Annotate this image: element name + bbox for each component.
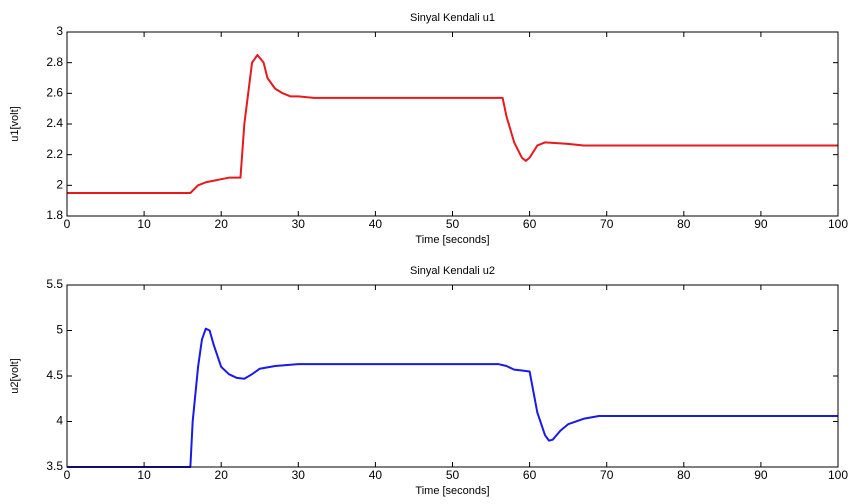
x-tick-label: 10	[137, 468, 151, 482]
x-tick-label: 70	[600, 217, 614, 231]
y-tick-label: 2	[56, 178, 63, 192]
x-tick-label: 50	[446, 217, 460, 231]
x-tick-label: 10	[137, 217, 151, 231]
x-tick-label: 0	[64, 468, 71, 482]
y-tick-label: 3.5	[46, 459, 63, 473]
x-tick-label: 50	[446, 468, 460, 482]
x-tick-label: 40	[369, 468, 383, 482]
y-tick-label: 5	[56, 323, 63, 337]
x-tick-label: 70	[600, 468, 614, 482]
y-tick-label: 2.4	[46, 116, 63, 130]
x-tick-label: 100	[828, 217, 848, 231]
x-tick-label: 30	[292, 217, 306, 231]
y-axis-label: u1[volt]	[9, 106, 21, 141]
x-tick-label: 20	[215, 217, 229, 231]
chart-title: Sinyal Kendali u1	[410, 12, 495, 24]
y-tick-label: 2.8	[46, 55, 63, 69]
x-tick-label: 30	[292, 468, 306, 482]
axes-background	[67, 285, 838, 467]
y-tick-label: 3	[56, 24, 63, 38]
x-axis-label: Time [seconds]	[415, 234, 489, 246]
y-tick-label: 5.5	[46, 277, 63, 291]
y-tick-label: 1.8	[46, 208, 63, 222]
x-tick-label: 80	[677, 217, 691, 231]
y-tick-label: 2.2	[46, 147, 63, 161]
x-tick-label: 60	[523, 468, 537, 482]
x-tick-label: 40	[369, 217, 383, 231]
y-tick-label: 2.6	[46, 86, 63, 100]
x-tick-label: 20	[215, 468, 229, 482]
y-tick-label: 4.5	[46, 368, 63, 382]
x-tick-label: 60	[523, 217, 537, 231]
x-axis-label: Time [seconds]	[415, 485, 489, 497]
x-tick-label: 90	[754, 217, 768, 231]
figure: 01020304050607080901001.822.22.42.62.83S…	[0, 0, 855, 504]
x-tick-label: 100	[828, 468, 848, 482]
chart-title: Sinyal Kendali u2	[410, 265, 495, 277]
x-tick-label: 0	[64, 217, 71, 231]
x-tick-label: 80	[677, 468, 691, 482]
axes-background	[67, 32, 838, 216]
x-tick-label: 90	[754, 468, 768, 482]
y-axis-label: u2[volt]	[9, 358, 21, 393]
y-tick-label: 4	[56, 414, 63, 428]
